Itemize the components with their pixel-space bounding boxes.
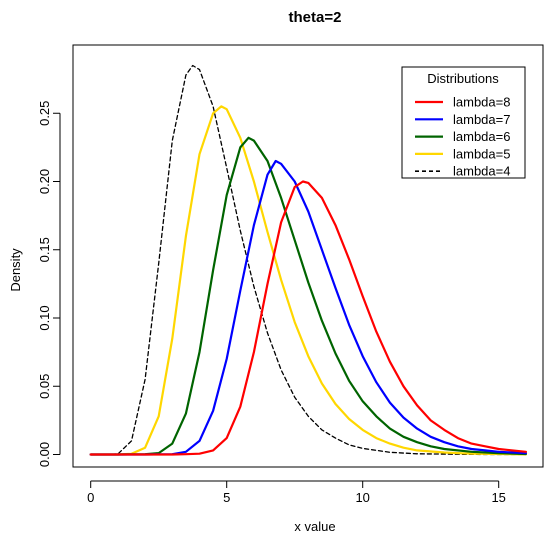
series-line-lambda-6 <box>89 136 527 456</box>
legend: Distributions lambda=8lambda=7lambda=6la… <box>401 66 526 179</box>
x-axis-label: x value <box>294 519 335 534</box>
y-axis-label: Density <box>8 248 23 292</box>
series-line-lambda-7 <box>89 159 527 456</box>
legend-entries: lambda=8 lambda=7 lambda=6 lambda=5 lambda=4 <box>415 95 510 179</box>
y-tick-label: 0.25 <box>37 101 52 126</box>
y-tick-label: 0.10 <box>37 305 52 330</box>
y-tick-label: 0.15 <box>37 237 52 262</box>
series-layer <box>89 64 527 456</box>
y-axis: 0.00 0.05 0.10 0.15 0.20 0.25 <box>37 101 61 467</box>
y-tick-label: 0.20 <box>37 169 52 194</box>
y-tick-label: 0.00 <box>37 442 52 467</box>
legend-box <box>401 66 526 179</box>
x-tick-label: 10 <box>355 490 369 505</box>
legend-label: lambda=4 <box>453 164 510 179</box>
x-tick-label: 5 <box>223 490 230 505</box>
x-tick-label: 0 <box>87 490 94 505</box>
legend-label: lambda=8 <box>453 95 510 110</box>
x-tick-label: 15 <box>491 490 505 505</box>
chart-title: theta=2 <box>289 9 342 26</box>
x-axis: 0 5 10 15 <box>87 480 506 505</box>
legend-label: lambda=6 <box>453 129 510 144</box>
plot-frame <box>72 44 544 468</box>
series-line-lambda-8 <box>89 180 527 456</box>
y-tick-label: 0.05 <box>37 374 52 399</box>
legend-title: Distributions <box>427 71 499 86</box>
legend-label: lambda=5 <box>453 146 510 161</box>
legend-label: lambda=7 <box>453 112 510 127</box>
